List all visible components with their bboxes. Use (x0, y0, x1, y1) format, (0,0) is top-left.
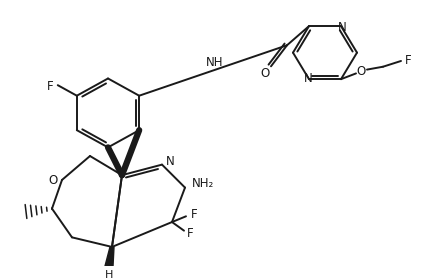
Text: N: N (303, 72, 312, 85)
Text: N: N (166, 155, 174, 168)
Text: F: F (191, 208, 197, 221)
Text: H: H (105, 270, 113, 278)
Text: F: F (47, 80, 53, 93)
Text: NH: NH (206, 56, 224, 69)
Text: F: F (405, 54, 411, 68)
Text: O: O (48, 174, 58, 187)
Text: NH₂: NH₂ (192, 177, 214, 190)
Text: O: O (260, 66, 270, 80)
Text: N: N (338, 21, 346, 34)
Text: F: F (187, 227, 193, 240)
Text: O: O (357, 65, 366, 78)
Polygon shape (105, 247, 114, 266)
